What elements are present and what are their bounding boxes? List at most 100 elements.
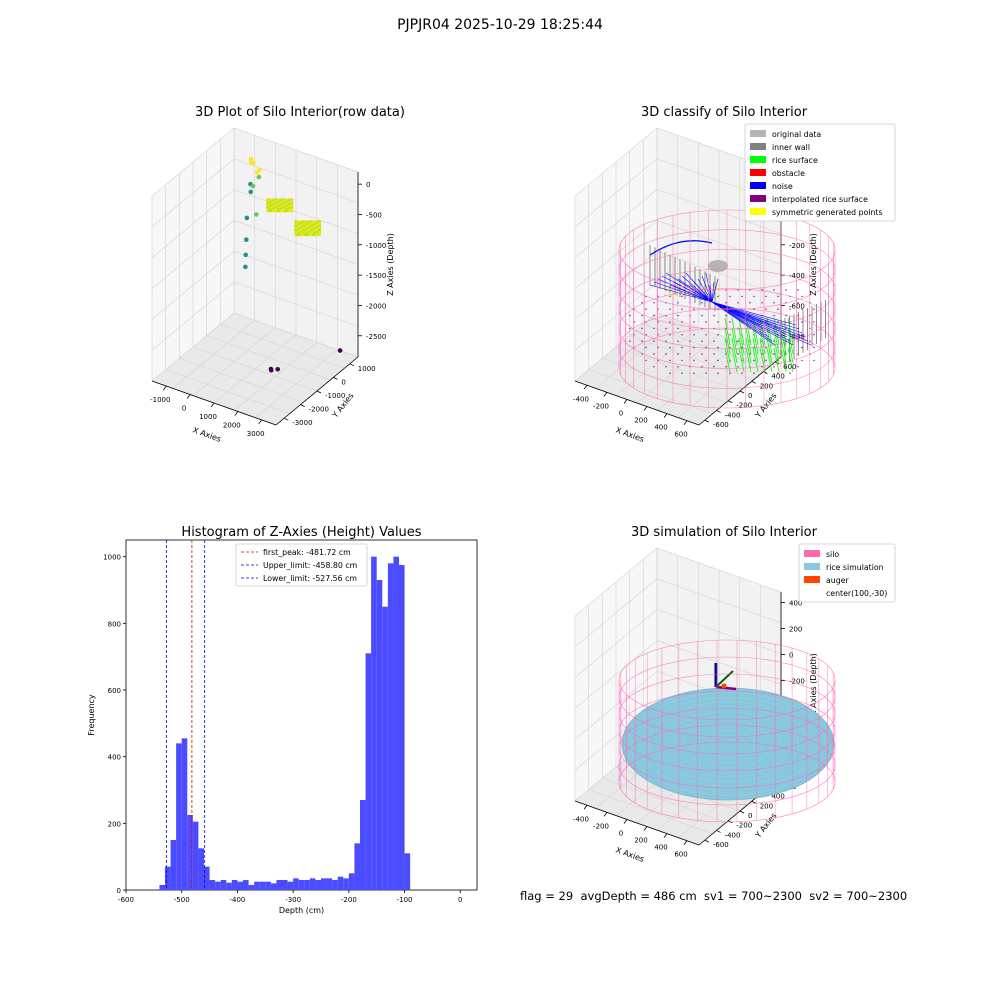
histogram-bar: [204, 866, 210, 890]
interpolated-surface-point: [665, 327, 667, 330]
interpolated-surface-point: [665, 340, 667, 342]
interpolated-surface-point: [669, 321, 671, 323]
histogram-bar: [209, 880, 216, 890]
interpolated-surface-point: [717, 295, 719, 298]
interpolated-surface-point: [813, 334, 815, 336]
x-tick-label: 0: [619, 409, 623, 417]
panel3-title: Histogram of Z-Axies (Height) Values: [181, 525, 421, 540]
rice-surface-line: [738, 337, 745, 364]
interpolated-surface-point: [653, 314, 655, 317]
raw-cluster-point: [309, 232, 314, 237]
legend-label: Lower_limit: -527.56 cm: [263, 574, 357, 583]
histogram-bar: [176, 743, 182, 890]
interpolated-surface-point: [725, 314, 727, 317]
raw-data-point: [268, 367, 274, 373]
noise-line: [649, 284, 713, 303]
interpolated-surface-point: [701, 314, 703, 317]
z-tick-label: 0: [789, 652, 793, 660]
y-tick-label: 400: [108, 754, 121, 762]
histogram-legend-box: [235, 543, 368, 587]
interpolated-surface-point: [765, 346, 767, 349]
left-gridline: [574, 127, 658, 197]
interpolated-surface-point: [629, 340, 631, 342]
x-tick-label: -400: [573, 395, 589, 403]
rice-surface-line: [752, 327, 759, 355]
interpolated-surface-point: [737, 366, 739, 368]
histogram-bar: [332, 880, 338, 890]
histogram-bar: [165, 866, 171, 890]
histogram-bar: [259, 881, 266, 890]
interpolated-surface-point: [701, 340, 703, 342]
rice-mesh-ring: [674, 715, 782, 773]
legend-label: inner wall: [772, 143, 810, 152]
raw-data-point: [337, 348, 343, 353]
histogram-bar: [243, 880, 249, 890]
histogram-bar: [382, 606, 388, 890]
panel1-axes: -1000 0 1000 2000 3000 1000 0 -1000 -2000 -3000 0 -…: [150, 127, 395, 444]
histogram-bar: [282, 880, 288, 890]
panel1-title: 3D Plot of Silo Interior(row data): [195, 105, 405, 120]
histogram-bar: [226, 882, 232, 890]
interpolated-surface-point: [681, 295, 683, 298]
y-tick-label: -2000: [309, 406, 329, 414]
x-tick: [663, 413, 668, 418]
x-tick: [583, 385, 588, 390]
z-tick-label: -400: [789, 272, 805, 280]
rice-surface-line: [787, 327, 794, 355]
interpolated-surface-point: [717, 346, 719, 349]
y-tick-label: -3000: [292, 419, 312, 427]
interpolated-surface-point: [681, 372, 683, 374]
raw-data-point: [275, 366, 281, 372]
noise-line: [711, 301, 788, 338]
interpolated-surface-point: [737, 302, 739, 304]
interpolated-surface-point: [669, 334, 671, 336]
noise-line: [681, 275, 713, 303]
raw-data-point: [250, 183, 256, 189]
legend-label: rice simulation: [826, 563, 884, 572]
raw-cluster-point: [281, 208, 286, 213]
interpolated-surface-point: [669, 359, 671, 362]
raw-cluster-point: [266, 208, 270, 213]
interpolated-surface-point: [665, 353, 667, 355]
histogram-bar: [237, 881, 243, 890]
raw-data-point: [251, 160, 256, 166]
interpolated-surface-point: [717, 321, 719, 323]
y-tick: [300, 404, 305, 407]
x-tick-label: 0: [458, 896, 462, 904]
legend-label: interpolated rice surface: [772, 195, 868, 204]
y-tick: [716, 830, 721, 833]
x-tick-label: 200: [634, 837, 647, 845]
noise-line: [711, 281, 715, 303]
back-gridline: [233, 158, 359, 204]
rice-mesh-ring: [665, 711, 791, 777]
rice-surface-line: [731, 317, 738, 346]
rice-surface-line: [738, 317, 745, 346]
silo-ring: [618, 229, 836, 310]
legend-box: [798, 543, 896, 603]
rice-mesh-ring: [648, 701, 808, 787]
rice-surface-line: [724, 327, 731, 355]
noise-line: [711, 301, 776, 346]
histogram-bar: [187, 815, 193, 890]
x-tick-label: -400: [229, 896, 245, 904]
interpolated-surface-point: [681, 321, 683, 323]
interpolated-surface-point: [785, 314, 787, 317]
z-tick-label: -2000: [366, 302, 386, 310]
silo-ring: [618, 288, 836, 369]
symmetric-point: [664, 289, 666, 291]
left-gridline: [151, 158, 235, 228]
rice-surface-line: [724, 337, 731, 364]
z-tick-label: 0: [366, 181, 370, 189]
x-tick-label: -100: [397, 896, 413, 904]
interpolated-surface-point: [705, 372, 707, 374]
symmetric-point: [718, 284, 720, 286]
interpolated-surface-point: [713, 353, 715, 355]
interpolated-surface-point: [653, 366, 655, 368]
interpolated-surface-point: [789, 308, 791, 310]
y-tick-label: 600: [108, 687, 121, 695]
rice-surface-line: [752, 337, 759, 364]
interpolated-surface-point: [677, 314, 679, 317]
y-tick: [728, 400, 733, 404]
histogram-bar: [192, 821, 199, 890]
